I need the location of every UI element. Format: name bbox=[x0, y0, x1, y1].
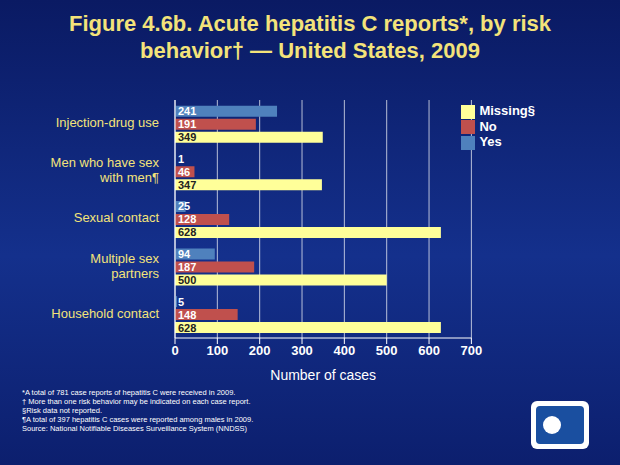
svg-text:128: 128 bbox=[178, 213, 196, 225]
svg-text:5: 5 bbox=[178, 296, 184, 308]
svg-text:Household contact: Household contact bbox=[51, 306, 159, 321]
svg-text:191: 191 bbox=[178, 118, 196, 130]
svg-text:100: 100 bbox=[206, 343, 228, 358]
svg-text:94: 94 bbox=[178, 248, 191, 260]
svg-text:partners: partners bbox=[111, 266, 159, 281]
html-text:Source: National Notifiable Di: Source: National Notifiable Diseases Sur… bbox=[22, 424, 248, 433]
html-text:† More than one risk behavior: † More than one risk behavior may be ind… bbox=[22, 397, 251, 406]
html-text:Yes: Yes bbox=[479, 134, 502, 150]
svg-text:349: 349 bbox=[178, 131, 196, 143]
svg-text:Men who have sex: Men who have sex bbox=[51, 155, 160, 170]
html-text:Missing§: Missing§ bbox=[479, 103, 535, 118]
svg-text:300: 300 bbox=[291, 343, 313, 358]
svg-text:148: 148 bbox=[178, 309, 196, 321]
svg-text:241: 241 bbox=[178, 105, 196, 117]
html-text:§Risk data not reported.: §Risk data not reported. bbox=[22, 406, 102, 415]
svg-text:347: 347 bbox=[178, 179, 196, 191]
svg-text:187: 187 bbox=[178, 261, 196, 273]
svg-text:with men¶: with men¶ bbox=[99, 170, 159, 185]
svg-text:700: 700 bbox=[461, 343, 483, 358]
svg-text:500: 500 bbox=[178, 274, 196, 286]
svg-text:46: 46 bbox=[178, 166, 190, 178]
svg-text:628: 628 bbox=[178, 322, 196, 334]
svg-text:0: 0 bbox=[171, 343, 178, 358]
svg-text:Sexual contact: Sexual contact bbox=[74, 210, 160, 225]
svg-text:500: 500 bbox=[376, 343, 398, 358]
svg-text:Number of cases: Number of cases bbox=[270, 367, 376, 383]
svg-text:200: 200 bbox=[249, 343, 271, 358]
svg-text:600: 600 bbox=[418, 343, 440, 358]
svg-text:Injection-drug use: Injection-drug use bbox=[56, 115, 159, 130]
html-text:*A total of 781 case reports o: *A total of 781 case reports of hepatiti… bbox=[22, 388, 236, 397]
svg-text:1: 1 bbox=[178, 153, 184, 165]
html-text:No: No bbox=[479, 118, 497, 134]
html-text:Figure 4.6b. Acute hepatitis C: Figure 4.6b. Acute hepatitis C reports*,… bbox=[69, 11, 551, 63]
svg-text:400: 400 bbox=[334, 343, 356, 358]
html-text:¶A total of 397 hepatitis C ca: ¶A total of 397 hepatitis C cases were r… bbox=[22, 415, 254, 424]
svg-text:Multiple sex: Multiple sex bbox=[90, 251, 159, 266]
svg-text:25: 25 bbox=[178, 200, 190, 212]
svg-text:628: 628 bbox=[178, 226, 196, 238]
